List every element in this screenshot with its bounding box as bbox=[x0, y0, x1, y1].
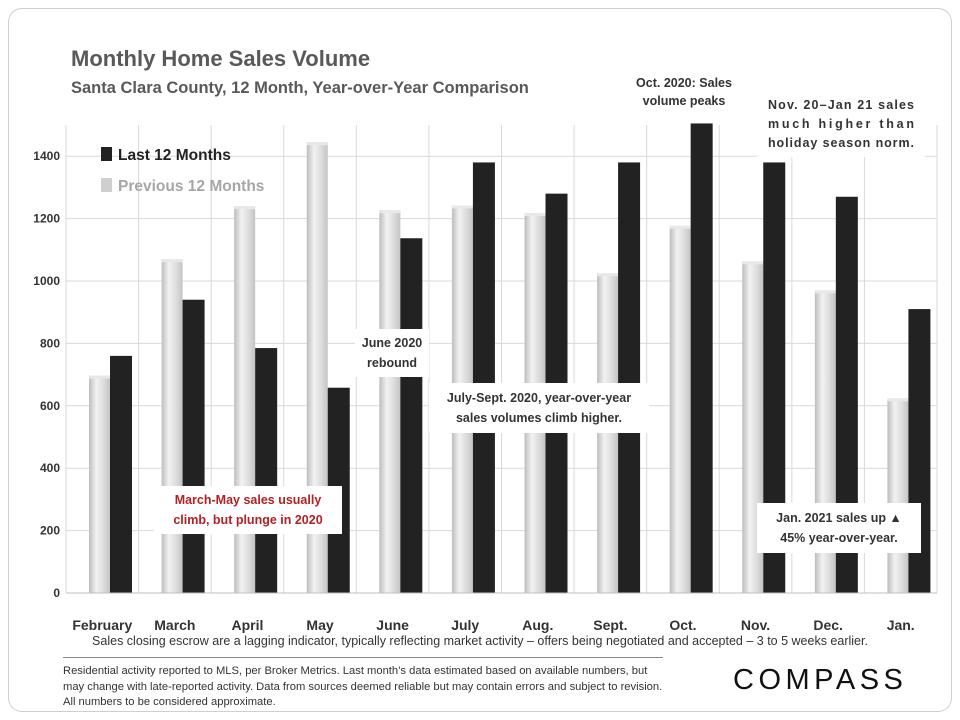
bar-last-12-months bbox=[763, 162, 786, 593]
x-tick-label: Sept. bbox=[593, 617, 627, 633]
y-tick-label: 200 bbox=[40, 524, 60, 538]
x-tick-label: Nov. bbox=[741, 617, 770, 633]
bar-previous-12-months bbox=[161, 259, 183, 593]
x-tick-label: Jan. bbox=[887, 617, 915, 633]
annotation-jan-up-line: 45% year-over-year. bbox=[780, 531, 897, 545]
bar-previous-12-months bbox=[669, 225, 691, 593]
bar-last-12-months bbox=[110, 355, 132, 593]
bar-previous-12-months bbox=[306, 142, 328, 593]
x-tick-label: June bbox=[376, 617, 409, 633]
bar-last-12-months bbox=[835, 196, 858, 593]
bar-last-12-months bbox=[400, 238, 423, 594]
chart-frame: Monthly Home Sales Volume Santa Clara Co… bbox=[8, 8, 952, 712]
y-tick-label: 1200 bbox=[33, 212, 60, 226]
bar-last-12-months bbox=[618, 162, 641, 593]
bar-chart: 0 200 400 600 800 1000 1200 1400 February March Ap… bbox=[33, 76, 938, 633]
bar-previous-cap bbox=[379, 210, 401, 214]
y-tick-label: 800 bbox=[40, 336, 60, 350]
annotation-oct-peak-line: Oct. 2020: Sales bbox=[636, 76, 732, 90]
annotation-july-sept-line: July-Sept. 2020, year-over-year bbox=[447, 391, 631, 405]
bar-previous-cap bbox=[669, 225, 691, 229]
annotation-may-plunge-box bbox=[154, 486, 342, 534]
bar-previous-cap bbox=[306, 142, 328, 146]
annotation-june-rebound-line: rebound bbox=[367, 356, 417, 370]
legend-label-last: Last 12 Months bbox=[118, 147, 231, 164]
bar-previous-cap bbox=[742, 261, 764, 265]
footer-divider bbox=[63, 657, 663, 658]
bar-previous-cap bbox=[234, 206, 256, 210]
compass-logo: COMPASS bbox=[733, 664, 908, 696]
annotation-june-rebound-box bbox=[355, 329, 429, 377]
y-tick-label: 600 bbox=[40, 399, 60, 413]
chart-title: Monthly Home Sales Volume bbox=[71, 46, 371, 71]
legend-swatch-previous bbox=[101, 178, 112, 192]
bar-previous-12-months bbox=[234, 206, 256, 593]
x-tick-label: Dec. bbox=[813, 617, 843, 633]
annotation-may-plunge-line: March-May sales usually bbox=[175, 493, 322, 507]
annotation-jan-up-line: Jan. 2021 sales up ▲ bbox=[776, 511, 902, 525]
bar-previous-cap bbox=[451, 205, 473, 209]
bar-last-12-months bbox=[472, 162, 495, 593]
y-tick-label: 1400 bbox=[33, 149, 60, 163]
bar-previous-cap bbox=[814, 290, 836, 294]
legend-swatch-last bbox=[101, 147, 112, 161]
x-tick-label: February bbox=[72, 617, 132, 633]
bar-previous-cap bbox=[597, 273, 619, 277]
annotation-jan-up-box bbox=[757, 503, 921, 553]
legend-label-previous: Previous 12 Months bbox=[118, 178, 264, 195]
bar-last-12-months bbox=[255, 348, 278, 593]
bar-previous-cap bbox=[887, 398, 909, 402]
annotation-nov-jan-line: holiday season norm. bbox=[768, 136, 914, 150]
annotation-nov-jan-line: Nov. 20–Jan 21 sales bbox=[768, 98, 914, 112]
bar-previous-12-months bbox=[379, 210, 401, 593]
annotation-july-sept-box bbox=[429, 383, 649, 433]
bar-previous-12-months bbox=[597, 273, 619, 593]
annotation-nov-jan-box bbox=[757, 93, 925, 157]
annotation-july-sept-line: sales volumes climb higher. bbox=[456, 411, 622, 425]
annotation-june-rebound-line: June 2020 bbox=[362, 336, 423, 350]
x-tick-label: July bbox=[451, 617, 479, 633]
chart-subtitle: Santa Clara County, 12 Month, Year-over-… bbox=[71, 79, 529, 97]
y-tick-label: 0 bbox=[53, 586, 60, 600]
bar-previous-cap bbox=[524, 212, 546, 216]
bar-previous-cap bbox=[161, 259, 183, 263]
disclaimer: Residential activity reported to MLS, pe… bbox=[63, 665, 663, 708]
bar-previous-cap bbox=[89, 375, 110, 379]
bar-previous-12-months bbox=[89, 375, 110, 593]
footnote: Sales closing escrow are a lagging indic… bbox=[92, 634, 868, 648]
bar-previous-12-months bbox=[887, 398, 909, 593]
y-tick-label: 1000 bbox=[33, 274, 60, 288]
bar-last-12-months bbox=[690, 123, 713, 593]
x-tick-label: April bbox=[232, 617, 264, 633]
annotation-may-plunge-line: climb, but plunge in 2020 bbox=[173, 513, 322, 527]
annotation-oct-peak-line: volume peaks bbox=[643, 94, 726, 108]
x-tick-label: May bbox=[306, 617, 333, 633]
y-tick-label: 400 bbox=[40, 461, 60, 475]
x-tick-label: Oct. bbox=[669, 617, 696, 633]
bar-last-12-months bbox=[182, 299, 205, 593]
x-tick-label: Aug. bbox=[522, 617, 553, 633]
x-tick-label: March bbox=[154, 617, 195, 633]
